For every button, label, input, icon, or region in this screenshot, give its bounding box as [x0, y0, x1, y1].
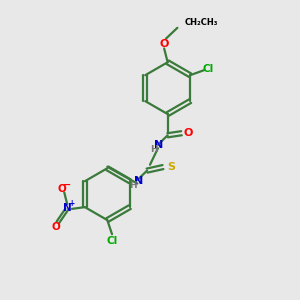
Text: CH₂CH₃: CH₂CH₃	[185, 18, 218, 27]
Text: Cl: Cl	[107, 236, 118, 246]
Text: −: −	[62, 180, 71, 190]
Text: S: S	[167, 162, 175, 172]
Text: N: N	[134, 176, 143, 186]
Text: O: O	[51, 222, 60, 232]
Text: N: N	[63, 203, 72, 213]
Text: H: H	[150, 146, 158, 154]
Text: +: +	[68, 199, 74, 208]
Text: H: H	[129, 181, 137, 190]
Text: O: O	[159, 39, 169, 49]
Text: N: N	[154, 140, 164, 150]
Text: Cl: Cl	[203, 64, 214, 74]
Text: O: O	[184, 128, 193, 138]
Text: O: O	[58, 184, 67, 194]
